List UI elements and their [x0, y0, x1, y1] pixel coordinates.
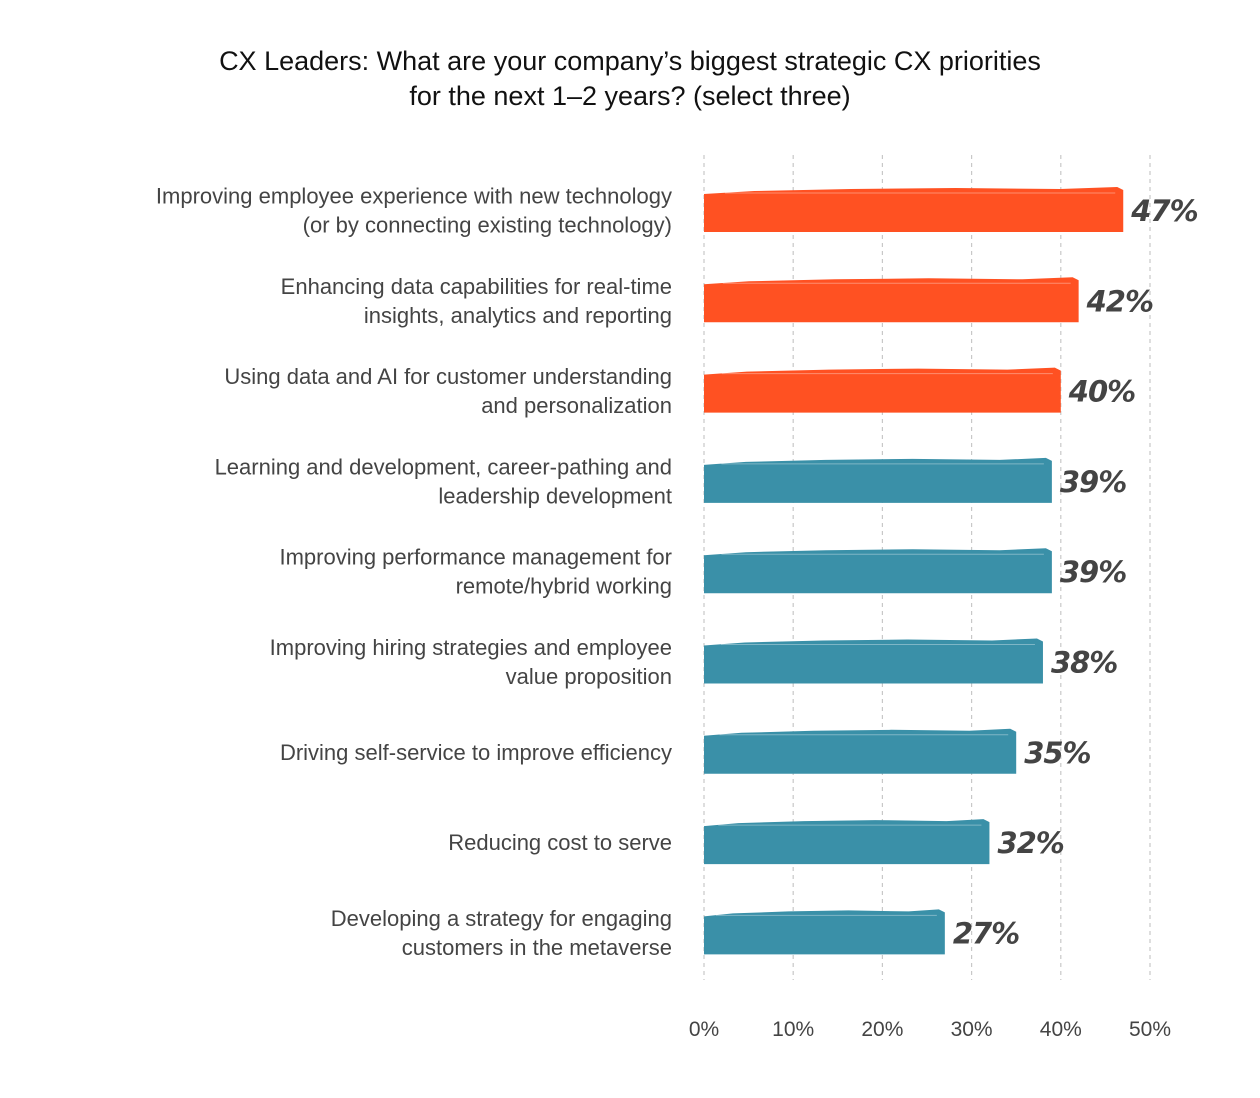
bars: [704, 187, 1124, 955]
data-label: 38%: [1051, 646, 1117, 680]
bar: [704, 909, 945, 955]
bar: [704, 728, 1017, 774]
category-label: customers in the metaverse: [402, 935, 672, 960]
data-label: 35%: [1024, 736, 1090, 770]
bar: [704, 277, 1079, 323]
chart-title: CX Leaders: What are your company’s bigg…: [0, 44, 1260, 114]
category-label: leadership development: [438, 483, 672, 508]
category-label: Improving performance management for: [279, 545, 672, 570]
data-label: 39%: [1060, 465, 1126, 499]
data-label: 47%: [1130, 194, 1197, 228]
category-label: (or by connecting existing technology): [303, 213, 672, 238]
category-label: Reducing cost to serve: [448, 830, 672, 855]
category-label: Developing a strategy for engaging: [331, 906, 672, 931]
x-tick-label: 10%: [772, 1018, 814, 1041]
data-label: 42%: [1086, 284, 1153, 318]
bar: [704, 819, 990, 865]
x-tick-label: 20%: [861, 1018, 903, 1041]
x-tick-label: 0%: [689, 1018, 719, 1041]
bar: [704, 457, 1052, 503]
chart-title-line-2: for the next 1–2 years? (select three): [409, 81, 851, 111]
data-label: 27%: [953, 916, 1019, 950]
data-label: 39%: [1060, 555, 1126, 589]
bar: [704, 187, 1124, 232]
category-label: Using data and AI for customer understan…: [224, 364, 672, 389]
category-label: and personalization: [481, 393, 672, 418]
category-label: Enhancing data capabilities for real-tim…: [281, 274, 672, 299]
x-axis-ticks: 0% 10% 20% 30% 40% 50%: [689, 1018, 1171, 1041]
data-label: 32%: [997, 826, 1063, 860]
category-label: insights, analytics and reporting: [364, 303, 672, 328]
bar: [704, 638, 1043, 684]
x-tick-label: 30%: [951, 1018, 993, 1041]
category-label: value proposition: [506, 664, 672, 689]
category-label: Improving hiring strategies and employee: [270, 635, 672, 660]
x-tick-label: 50%: [1129, 1018, 1171, 1041]
category-label: remote/hybrid working: [456, 574, 672, 599]
category-label: Learning and development, career-pathing…: [215, 454, 672, 479]
x-tick-label: 40%: [1040, 1018, 1082, 1041]
category-label: Driving self-service to improve efficien…: [280, 740, 672, 765]
category-labels: Improving employee experience with new t…: [156, 184, 672, 960]
data-labels: 47% 42% 40% 39% 39% 38% 35% 32% 27%: [953, 194, 1199, 950]
bar: [704, 548, 1052, 594]
chart-title-line-1: CX Leaders: What are your company’s bigg…: [219, 46, 1041, 76]
category-label: Improving employee experience with new t…: [156, 184, 672, 209]
bar: [704, 367, 1061, 413]
data-label: 40%: [1068, 375, 1135, 409]
